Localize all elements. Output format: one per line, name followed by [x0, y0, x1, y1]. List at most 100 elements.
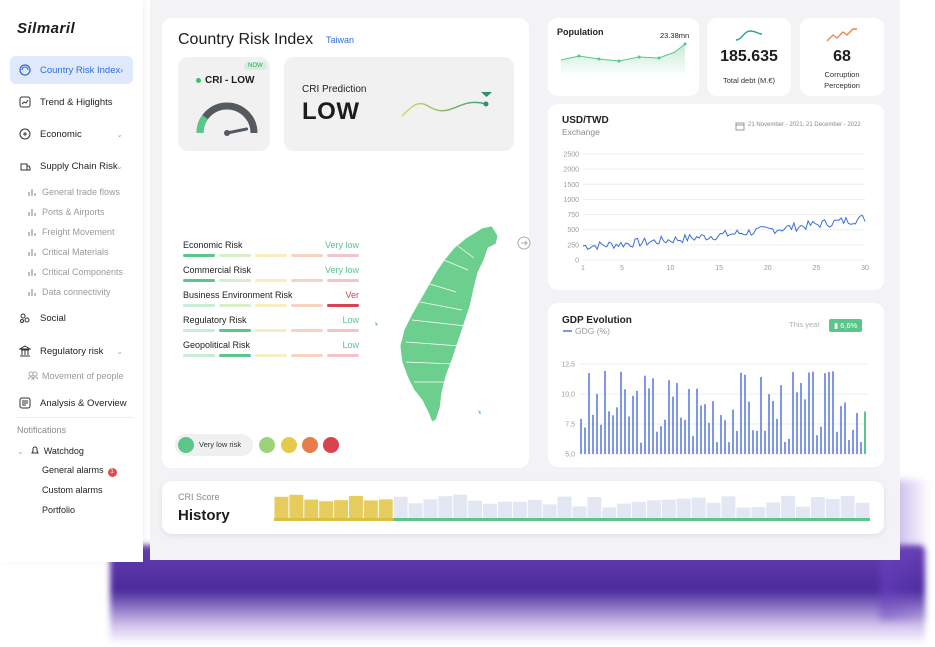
gdp-bar	[676, 383, 678, 454]
chevron-right-icon: ›	[120, 65, 123, 75]
general-alarms-item[interactable]: General alarms 1	[42, 465, 117, 477]
gdp-bar	[708, 422, 710, 454]
history-bar	[602, 507, 617, 520]
sidebar-subitem-movement[interactable]: Movement of people	[27, 371, 124, 381]
risk-row[interactable]: Regulatory Risk Low	[183, 315, 361, 335]
gdp-bar	[764, 430, 766, 454]
history-title: History	[178, 507, 230, 524]
sidebar-item-label: Trend & Higlights	[40, 96, 113, 108]
legend-label: Very low risk	[199, 440, 242, 449]
gdp-bar	[660, 426, 662, 454]
exchange-title: USD/TWD	[562, 115, 609, 126]
sidebar-subitem-ports[interactable]: Ports & Airports	[28, 207, 105, 217]
sidebar-item-regulatory[interactable]: Regulatory risk ⌄	[10, 337, 133, 365]
sidebar-subitem-label: Movement of people	[42, 371, 124, 381]
gdp-bar	[632, 395, 634, 454]
risk-row[interactable]: Geopolitical Risk Low	[183, 340, 361, 360]
history-bar	[557, 496, 572, 520]
debt-caption: Total debt (M.€)	[722, 76, 776, 85]
legend-dot-medium[interactable]	[281, 437, 297, 453]
gdp-bar	[728, 442, 730, 454]
gdp-bar	[852, 429, 854, 454]
gdp-bar	[588, 373, 590, 454]
sidebar-item-label: Social	[40, 312, 66, 324]
history-bar	[334, 500, 348, 520]
debt-sparkline	[735, 30, 763, 41]
legend-dot-low[interactable]	[259, 437, 275, 453]
risk-row[interactable]: Economic Risk Very low	[183, 240, 361, 260]
x-tick-label: 15	[715, 265, 723, 272]
sidebar-item-trend[interactable]: Trend & Higlights	[10, 88, 133, 116]
x-tick-label: 10	[667, 265, 675, 272]
risk-row[interactable]: Business Environment Risk Ver	[183, 290, 361, 310]
risk-value: Very low	[324, 240, 359, 250]
exchange-date-range[interactable]: 21 November - 2021, 21 December - 2022	[748, 122, 861, 128]
history-bar	[498, 501, 512, 520]
gdp-bar	[592, 414, 594, 454]
bar-chart-icon: ▮	[834, 321, 841, 330]
sidebar-subitem-trade-flows[interactable]: General trade flows	[28, 187, 120, 197]
watchdog-item[interactable]: ⌄ Watchdog	[17, 445, 84, 457]
y-tick-label: 500	[567, 227, 579, 234]
gdp-bar	[640, 442, 642, 454]
sidebar-subitem-data[interactable]: Data connectivity	[28, 287, 111, 297]
exchange-series-line	[582, 214, 866, 251]
risk-level-segment	[183, 304, 215, 307]
risk-row[interactable]: Commercial Risk Very low	[183, 265, 361, 285]
history-bar	[438, 496, 453, 520]
map-next-icon[interactable]	[517, 236, 531, 250]
history-bar	[691, 497, 706, 520]
globe-icon	[18, 63, 32, 77]
risk-level-segment	[183, 354, 215, 357]
gdp-bar	[756, 430, 758, 454]
risk-level-segment	[291, 254, 323, 257]
risk-level-bars	[183, 354, 359, 357]
country-label[interactable]: Taiwan	[326, 35, 355, 45]
sidebar-item-supply-chain[interactable]: Supply Chain Risk ⌄	[10, 152, 133, 180]
gdp-bar	[624, 389, 626, 454]
sidebar-item-analysis[interactable]: Analysis & Overview	[10, 389, 133, 417]
legend-dot-very-high[interactable]	[323, 437, 339, 453]
history-bar	[423, 499, 438, 520]
risk-value: Ver	[345, 290, 359, 300]
gdp-bar	[820, 426, 822, 454]
sidebar-subitem-materials[interactable]: Critical Materials	[28, 247, 109, 257]
sidebar-subitem-components[interactable]: Critical Components	[28, 267, 123, 277]
custom-alarms-item[interactable]: Custom alarms	[42, 485, 103, 495]
risk-level-segment	[219, 254, 251, 257]
history-bar	[453, 494, 468, 520]
history-bar	[319, 501, 334, 520]
gdp-bar	[740, 372, 742, 454]
gdp-bar	[700, 405, 702, 454]
chevron-down-icon: ⌄	[116, 161, 123, 171]
gdp-bar	[824, 373, 826, 454]
history-bar	[721, 496, 736, 520]
bar-chart-icon	[28, 287, 38, 297]
sidebar-subitem-freight[interactable]: Freight Movement	[28, 227, 115, 237]
history-band-yellow	[274, 518, 394, 521]
gdp-title: GDP Evolution	[562, 315, 632, 326]
sidebar-item-economic[interactable]: Economic ⌄	[10, 120, 133, 148]
sidebar-item-country-risk-index[interactable]: Country Risk Index ›	[10, 56, 133, 84]
gdp-bar	[712, 401, 714, 454]
legend-dot-high[interactable]	[302, 437, 318, 453]
page-title: Country Risk Index	[178, 31, 314, 48]
risk-legend-active[interactable]: Very low risk	[175, 434, 253, 456]
population-sparkline	[560, 42, 687, 76]
gdp-bar	[612, 415, 614, 454]
portfolio-item[interactable]: Portfolio	[42, 505, 76, 515]
sidebar-subitem-label: Freight Movement	[42, 227, 115, 237]
taiwan-map[interactable]	[370, 222, 510, 432]
history-bar	[781, 495, 795, 520]
bar-chart-icon	[28, 187, 38, 197]
gdp-bar	[840, 406, 842, 454]
sidebar-item-social[interactable]: Social	[10, 304, 133, 332]
risk-name: Regulatory Risk	[183, 315, 247, 325]
calendar-icon[interactable]	[735, 121, 745, 131]
gdp-bar	[716, 442, 718, 454]
risk-level-segment	[291, 354, 323, 357]
risk-name: Economic Risk	[183, 240, 243, 250]
notifications-heading: Notifications	[17, 425, 67, 435]
gdp-bar	[848, 440, 850, 454]
gdp-bar	[616, 407, 618, 454]
